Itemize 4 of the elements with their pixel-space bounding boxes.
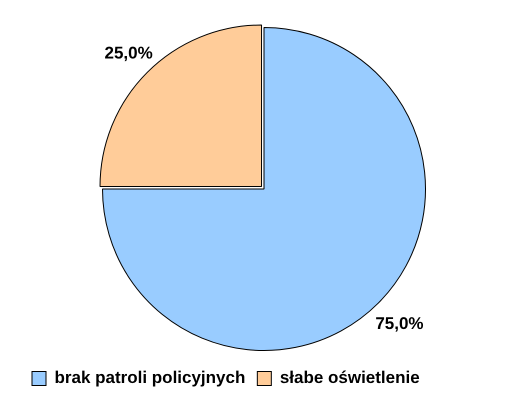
data-label: 25,0%: [104, 43, 153, 62]
legend-label: brak patroli policyjnych: [54, 368, 246, 388]
legend-label: słabe oświetlenie: [280, 368, 420, 388]
data-label: 75,0%: [375, 314, 424, 334]
